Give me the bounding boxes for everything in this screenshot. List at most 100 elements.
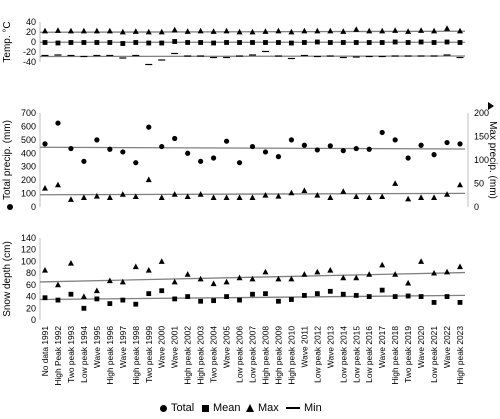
x-tick-label: High peak 2009 — [273, 326, 283, 385]
data-point-square — [211, 40, 216, 46]
legend: Total Mean Max Min — [0, 400, 500, 418]
data-point-triangle — [54, 27, 61, 33]
data-point-square — [94, 296, 100, 302]
data-point-triangle — [353, 274, 360, 281]
legend-item-max: Max — [246, 402, 279, 414]
data-point-triangle — [132, 28, 139, 34]
data-point-triangle — [236, 194, 243, 200]
data-point-triangle — [431, 269, 438, 276]
y-tick-label: 200 — [21, 175, 36, 185]
data-point-triangle — [132, 193, 139, 200]
data-point-square — [172, 296, 178, 302]
data-point-triangle — [379, 27, 386, 34]
x-tick-label: High peak 2010 — [286, 326, 296, 385]
data-point-triangle — [80, 293, 87, 299]
data-point-triangle — [236, 274, 243, 281]
data-point-triangle — [93, 27, 100, 34]
data-point-square — [55, 297, 61, 303]
y-tick-label: 40 — [26, 292, 36, 302]
y-tick-label: 40 — [26, 17, 36, 27]
data-point-square — [146, 40, 152, 46]
data-point-triangle — [431, 194, 438, 200]
data-point-circle — [198, 158, 204, 164]
data-point-square — [185, 294, 191, 299]
data-point-triangle — [67, 27, 74, 34]
data-point-triangle — [119, 191, 126, 197]
data-point-triangle — [379, 193, 386, 200]
data-point-triangle — [327, 194, 334, 200]
data-point-triangle — [327, 27, 334, 34]
data-point-triangle — [275, 27, 282, 34]
y-tick-label: 100 — [21, 189, 36, 199]
data-point-square — [405, 293, 411, 299]
data-point-square — [392, 294, 398, 299]
data-point-triangle — [262, 268, 269, 275]
y-tick-label: 100 — [21, 256, 36, 266]
y-tick-label: 80 — [26, 268, 36, 278]
data-point-triangle — [80, 27, 87, 34]
x-tick-label: Low peak 1994 — [79, 326, 89, 383]
data-point-square — [379, 40, 385, 45]
y-tick-label: -40 — [23, 57, 36, 67]
data-point-triangle — [301, 187, 308, 193]
data-point-square — [133, 40, 139, 45]
data-point-square — [185, 40, 191, 45]
data-point-triangle — [210, 194, 217, 200]
data-point-circle — [55, 120, 61, 126]
data-point-circle — [444, 139, 450, 146]
data-point-square — [159, 40, 165, 46]
data-point-triangle — [288, 189, 295, 196]
y2-tick-label: 100 — [474, 155, 489, 165]
data-point-triangle — [171, 278, 178, 285]
y-tick-label: 0 — [31, 37, 36, 47]
x-tick-label: Low peak 2014 — [338, 326, 348, 383]
x-tick-label: Low peak 2015 — [351, 326, 361, 383]
data-point-circle — [431, 152, 437, 158]
x-tick-label: Low peak 2016 — [364, 326, 374, 383]
data-point-square — [405, 40, 411, 45]
data-point-triangle — [301, 27, 308, 34]
data-point-triangle — [457, 263, 463, 270]
data-point-square — [68, 40, 74, 45]
data-point-square — [224, 294, 229, 299]
x-tick-label: Wave 1995 — [92, 326, 102, 368]
data-point-triangle — [171, 26, 178, 33]
data-point-triangle — [405, 28, 412, 34]
data-point-circle — [172, 135, 178, 142]
x-tick-label: Wave 2001 — [170, 326, 180, 368]
data-point-triangle — [119, 28, 126, 35]
data-point-triangle — [340, 274, 347, 281]
legend-label-max: Max — [258, 402, 279, 414]
data-point-triangle — [431, 27, 438, 34]
y-tick-label: 400 — [21, 148, 36, 158]
data-point-triangle — [457, 27, 463, 34]
data-point-square — [340, 40, 346, 45]
y-axis-title: Temp. °C — [2, 21, 13, 62]
x-tick-label: Low peak 2021 — [429, 326, 439, 383]
x-axis-labels: No data 1991 High Peak 1992 Two peak 1993 L… — [40, 326, 465, 386]
data-point-circle — [146, 124, 152, 130]
data-point-triangle — [275, 275, 282, 282]
data-point-triangle — [288, 275, 295, 282]
data-point-triangle — [67, 259, 74, 266]
data-point-triangle — [158, 28, 165, 35]
data-point-square — [314, 39, 320, 45]
data-point-circle — [405, 155, 411, 161]
data-point-triangle — [249, 194, 256, 200]
data-point-square — [68, 291, 74, 297]
data-point-triangle — [275, 192, 282, 199]
data-point-square — [237, 297, 242, 303]
y-tick-label: 0 — [31, 315, 36, 325]
y-tick-label: 300 — [21, 162, 36, 172]
data-point-square — [431, 40, 437, 45]
data-point-triangle — [93, 192, 100, 199]
line-marker-icon — [286, 407, 300, 409]
data-point-triangle — [418, 27, 425, 33]
data-point-triangle — [145, 267, 152, 273]
x-tick-label: Low peak 2006 — [235, 326, 245, 383]
y-tick-label: 20 — [26, 303, 36, 313]
data-point-triangle — [353, 193, 360, 200]
data-point-triangle — [262, 28, 269, 34]
